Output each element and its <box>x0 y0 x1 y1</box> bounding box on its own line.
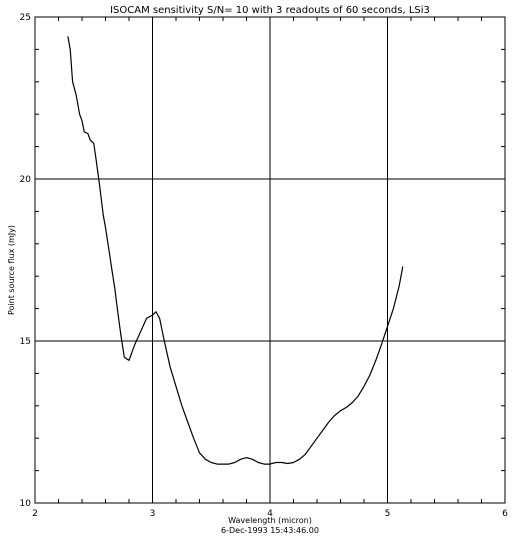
x-axis-label: Wavelength (micron) <box>228 516 312 525</box>
x-tick-label: 6 <box>502 509 508 519</box>
footer-timestamp: 6-Dec-1993 15:43:46.00 <box>221 526 319 535</box>
chart-title: ISOCAM sensitivity S/N= 10 with 3 readou… <box>110 5 430 16</box>
x-tick-label: 4 <box>267 509 273 519</box>
x-tick-label: 3 <box>150 509 156 519</box>
y-tick-label: 25 <box>20 13 31 23</box>
grid-lines <box>35 17 505 503</box>
y-tick-label: 20 <box>20 175 32 185</box>
y-axis-label: Point source flux (mJy) <box>7 225 16 315</box>
y-tick-label: 15 <box>20 337 31 347</box>
y-tick-label: 10 <box>20 499 32 509</box>
axis-tick-labels: 2 3 4 5 6 10 15 20 25 <box>20 13 509 519</box>
x-tick-label: 5 <box>385 509 391 519</box>
series-line <box>67 36 404 465</box>
x-tick-label: 2 <box>32 509 38 519</box>
axis-ticks <box>34 16 506 504</box>
